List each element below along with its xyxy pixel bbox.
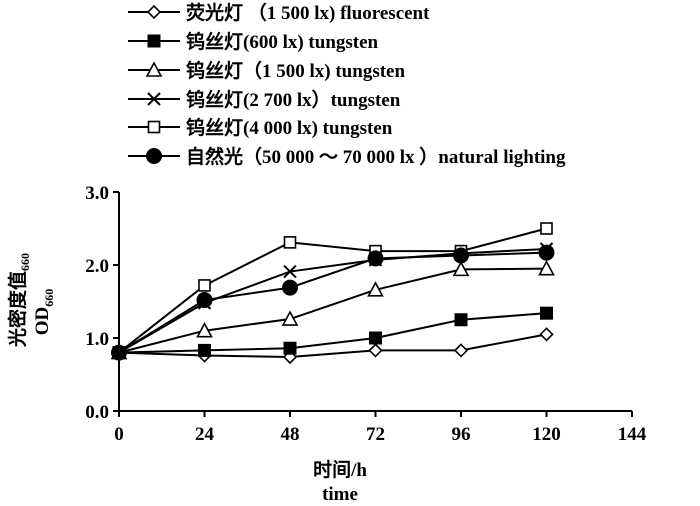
legend: 荧光灯 （1 500 lx) fluorescent 钨丝灯(600 lx) tu… <box>128 1 566 168</box>
series-line <box>118 312 547 354</box>
series-3 <box>110 259 555 360</box>
y-axis-title: 光密度值660 <box>6 253 32 348</box>
y-tick-label: 0.0 <box>85 402 109 423</box>
data-point <box>453 343 469 358</box>
legend-item: 荧光灯 （1 500 lx) fluorescent <box>128 1 430 24</box>
data-point <box>367 281 384 297</box>
y-axis-title-en-main: OD <box>32 307 53 336</box>
data-point <box>539 327 554 342</box>
y-ticks: 0.0 1.0 2.0 3.0 <box>85 183 119 423</box>
data-point <box>196 292 213 309</box>
legend-item: 钨丝灯（1 500 lx) tungsten <box>128 59 405 82</box>
x-ticks: 0 24 48 72 96 120 144 <box>114 411 647 445</box>
x-tick-label: 144 <box>618 424 647 445</box>
series-line <box>118 251 547 354</box>
x-tick-label: 120 <box>532 424 561 445</box>
data-point <box>540 222 553 235</box>
series-line <box>118 333 547 358</box>
y-axis-title-en: OD660 <box>32 289 56 336</box>
legend-label: 钨丝灯（1 500 lx) tungsten <box>186 59 405 82</box>
data-point <box>452 260 470 277</box>
series-line <box>118 227 547 354</box>
data-point <box>198 279 211 292</box>
series-1 <box>111 327 554 365</box>
data-point <box>538 259 555 276</box>
series-group <box>110 222 555 365</box>
legend-item: 钨丝灯(4 000 lx) tungsten <box>128 116 393 139</box>
y-tick-label: 2.0 <box>85 256 109 277</box>
y-axis-title-en-sub: 660 <box>42 289 56 307</box>
legend-marker <box>145 61 163 77</box>
y-axis-title-main: 光密度值 <box>6 271 29 348</box>
legend-label: 钨丝灯(4 000 lx) tungsten <box>186 116 393 139</box>
legend-item: 自然光（50 000 ～ 70 000 lx ）natural lighting <box>128 145 566 168</box>
x-tick-label: 96 <box>452 424 471 445</box>
data-point <box>454 313 468 327</box>
data-point <box>538 244 555 261</box>
data-point <box>281 310 299 326</box>
y-tick-label: 3.0 <box>85 183 109 204</box>
data-point <box>282 279 298 296</box>
legend-label: 钨丝灯(600 lx) tungsten <box>186 30 379 53</box>
x-tick-label: 0 <box>114 424 124 445</box>
data-point <box>283 264 297 279</box>
data-point <box>198 343 211 357</box>
legend-label: 荧光灯 （1 500 lx) fluorescent <box>186 1 430 24</box>
x-tick-label: 72 <box>366 424 385 445</box>
legend-label: 自然光（50 000 ～ 70 000 lx ）natural lighting <box>186 145 566 168</box>
legend-label: 钨丝灯(2 700 lx）tungsten <box>186 88 401 111</box>
data-point <box>540 306 553 320</box>
data-point <box>111 344 127 361</box>
series-line <box>118 247 547 354</box>
data-point <box>368 343 383 358</box>
data-point <box>196 322 213 338</box>
x-tick-label: 48 <box>281 424 300 445</box>
x-tick-label: 24 <box>195 424 215 445</box>
x-axis-title: 时间/h <box>313 459 367 481</box>
series-line <box>118 267 547 354</box>
legend-item: 钨丝灯(600 lx) tungsten <box>128 30 379 53</box>
legend-marker <box>147 120 161 134</box>
legend-marker <box>147 92 161 106</box>
data-point <box>369 331 382 345</box>
legend-marker <box>146 4 162 20</box>
series-4 <box>112 242 554 360</box>
legend-marker <box>147 34 161 48</box>
axes <box>118 192 632 412</box>
legend-item: 钨丝灯(2 700 lx）tungsten <box>128 88 401 111</box>
series-6 <box>111 244 555 361</box>
data-point <box>453 247 469 264</box>
y-axis-title-sub: 660 <box>18 253 32 271</box>
data-point <box>283 341 297 355</box>
y-tick-label: 1.0 <box>85 329 109 350</box>
data-point <box>367 250 384 267</box>
legend-marker <box>146 148 162 164</box>
data-point <box>283 236 297 249</box>
x-axis-title-en: time <box>322 484 358 505</box>
